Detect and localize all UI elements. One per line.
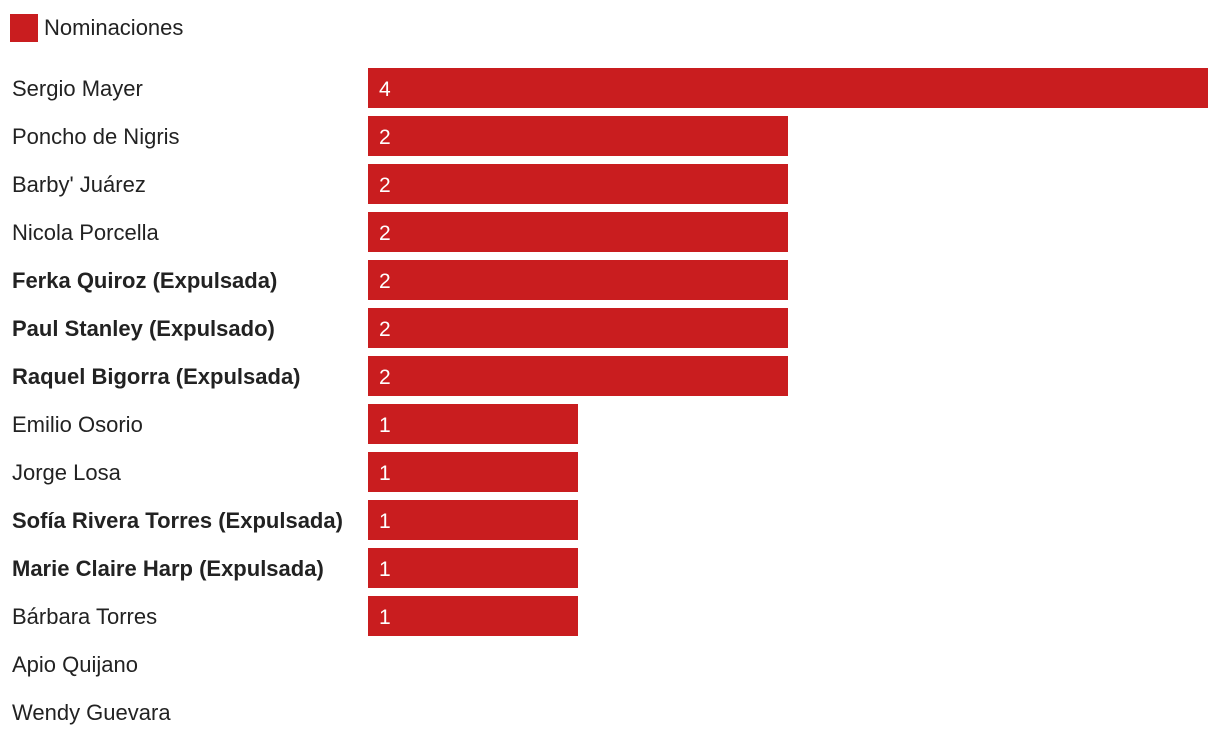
category-label: Poncho de Nigris — [12, 124, 180, 149]
bar-value-label: 2 — [379, 366, 391, 389]
category-label: Barby' Juárez — [12, 172, 146, 197]
category-label: Jorge Losa — [12, 460, 122, 485]
category-label: Nicola Porcella — [12, 220, 159, 245]
bar — [368, 404, 578, 444]
category-label: Apio Quijano — [12, 652, 138, 677]
bar-value-label: 4 — [379, 78, 391, 101]
bar-value-label: 1 — [379, 510, 391, 533]
bar — [368, 596, 578, 636]
bar-value-label: 2 — [379, 174, 391, 197]
bar — [368, 548, 578, 588]
category-label: Emilio Osorio — [12, 412, 143, 437]
bar — [368, 164, 788, 204]
category-label: Sofía Rivera Torres (Expulsada) — [12, 508, 343, 533]
bar-value-label: 2 — [379, 270, 391, 293]
category-label: Bárbara Torres — [12, 604, 157, 629]
legend-swatch — [10, 14, 38, 42]
category-label: Marie Claire Harp (Expulsada) — [12, 556, 324, 581]
bar — [368, 452, 578, 492]
legend: Nominaciones — [10, 14, 183, 42]
bar — [368, 212, 788, 252]
bar-value-label: 1 — [379, 606, 391, 629]
bar — [368, 68, 1208, 108]
legend-label: Nominaciones — [44, 15, 184, 40]
bar-value-label: 2 — [379, 318, 391, 341]
category-label: Raquel Bigorra (Expulsada) — [12, 364, 301, 389]
bar-value-label: 1 — [379, 414, 391, 437]
bar — [368, 356, 788, 396]
bar — [368, 500, 578, 540]
category-label: Wendy Guevara — [12, 700, 171, 725]
category-label: Paul Stanley (Expulsado) — [12, 316, 275, 341]
category-label: Ferka Quiroz (Expulsada) — [12, 268, 277, 293]
bar-value-label: 1 — [379, 462, 391, 485]
bar-value-label: 1 — [379, 558, 391, 581]
bar-value-label: 2 — [379, 222, 391, 245]
bar — [368, 260, 788, 300]
bar — [368, 116, 788, 156]
category-label: Sergio Mayer — [12, 76, 143, 101]
bar — [368, 308, 788, 348]
bar-value-label: 2 — [379, 126, 391, 149]
